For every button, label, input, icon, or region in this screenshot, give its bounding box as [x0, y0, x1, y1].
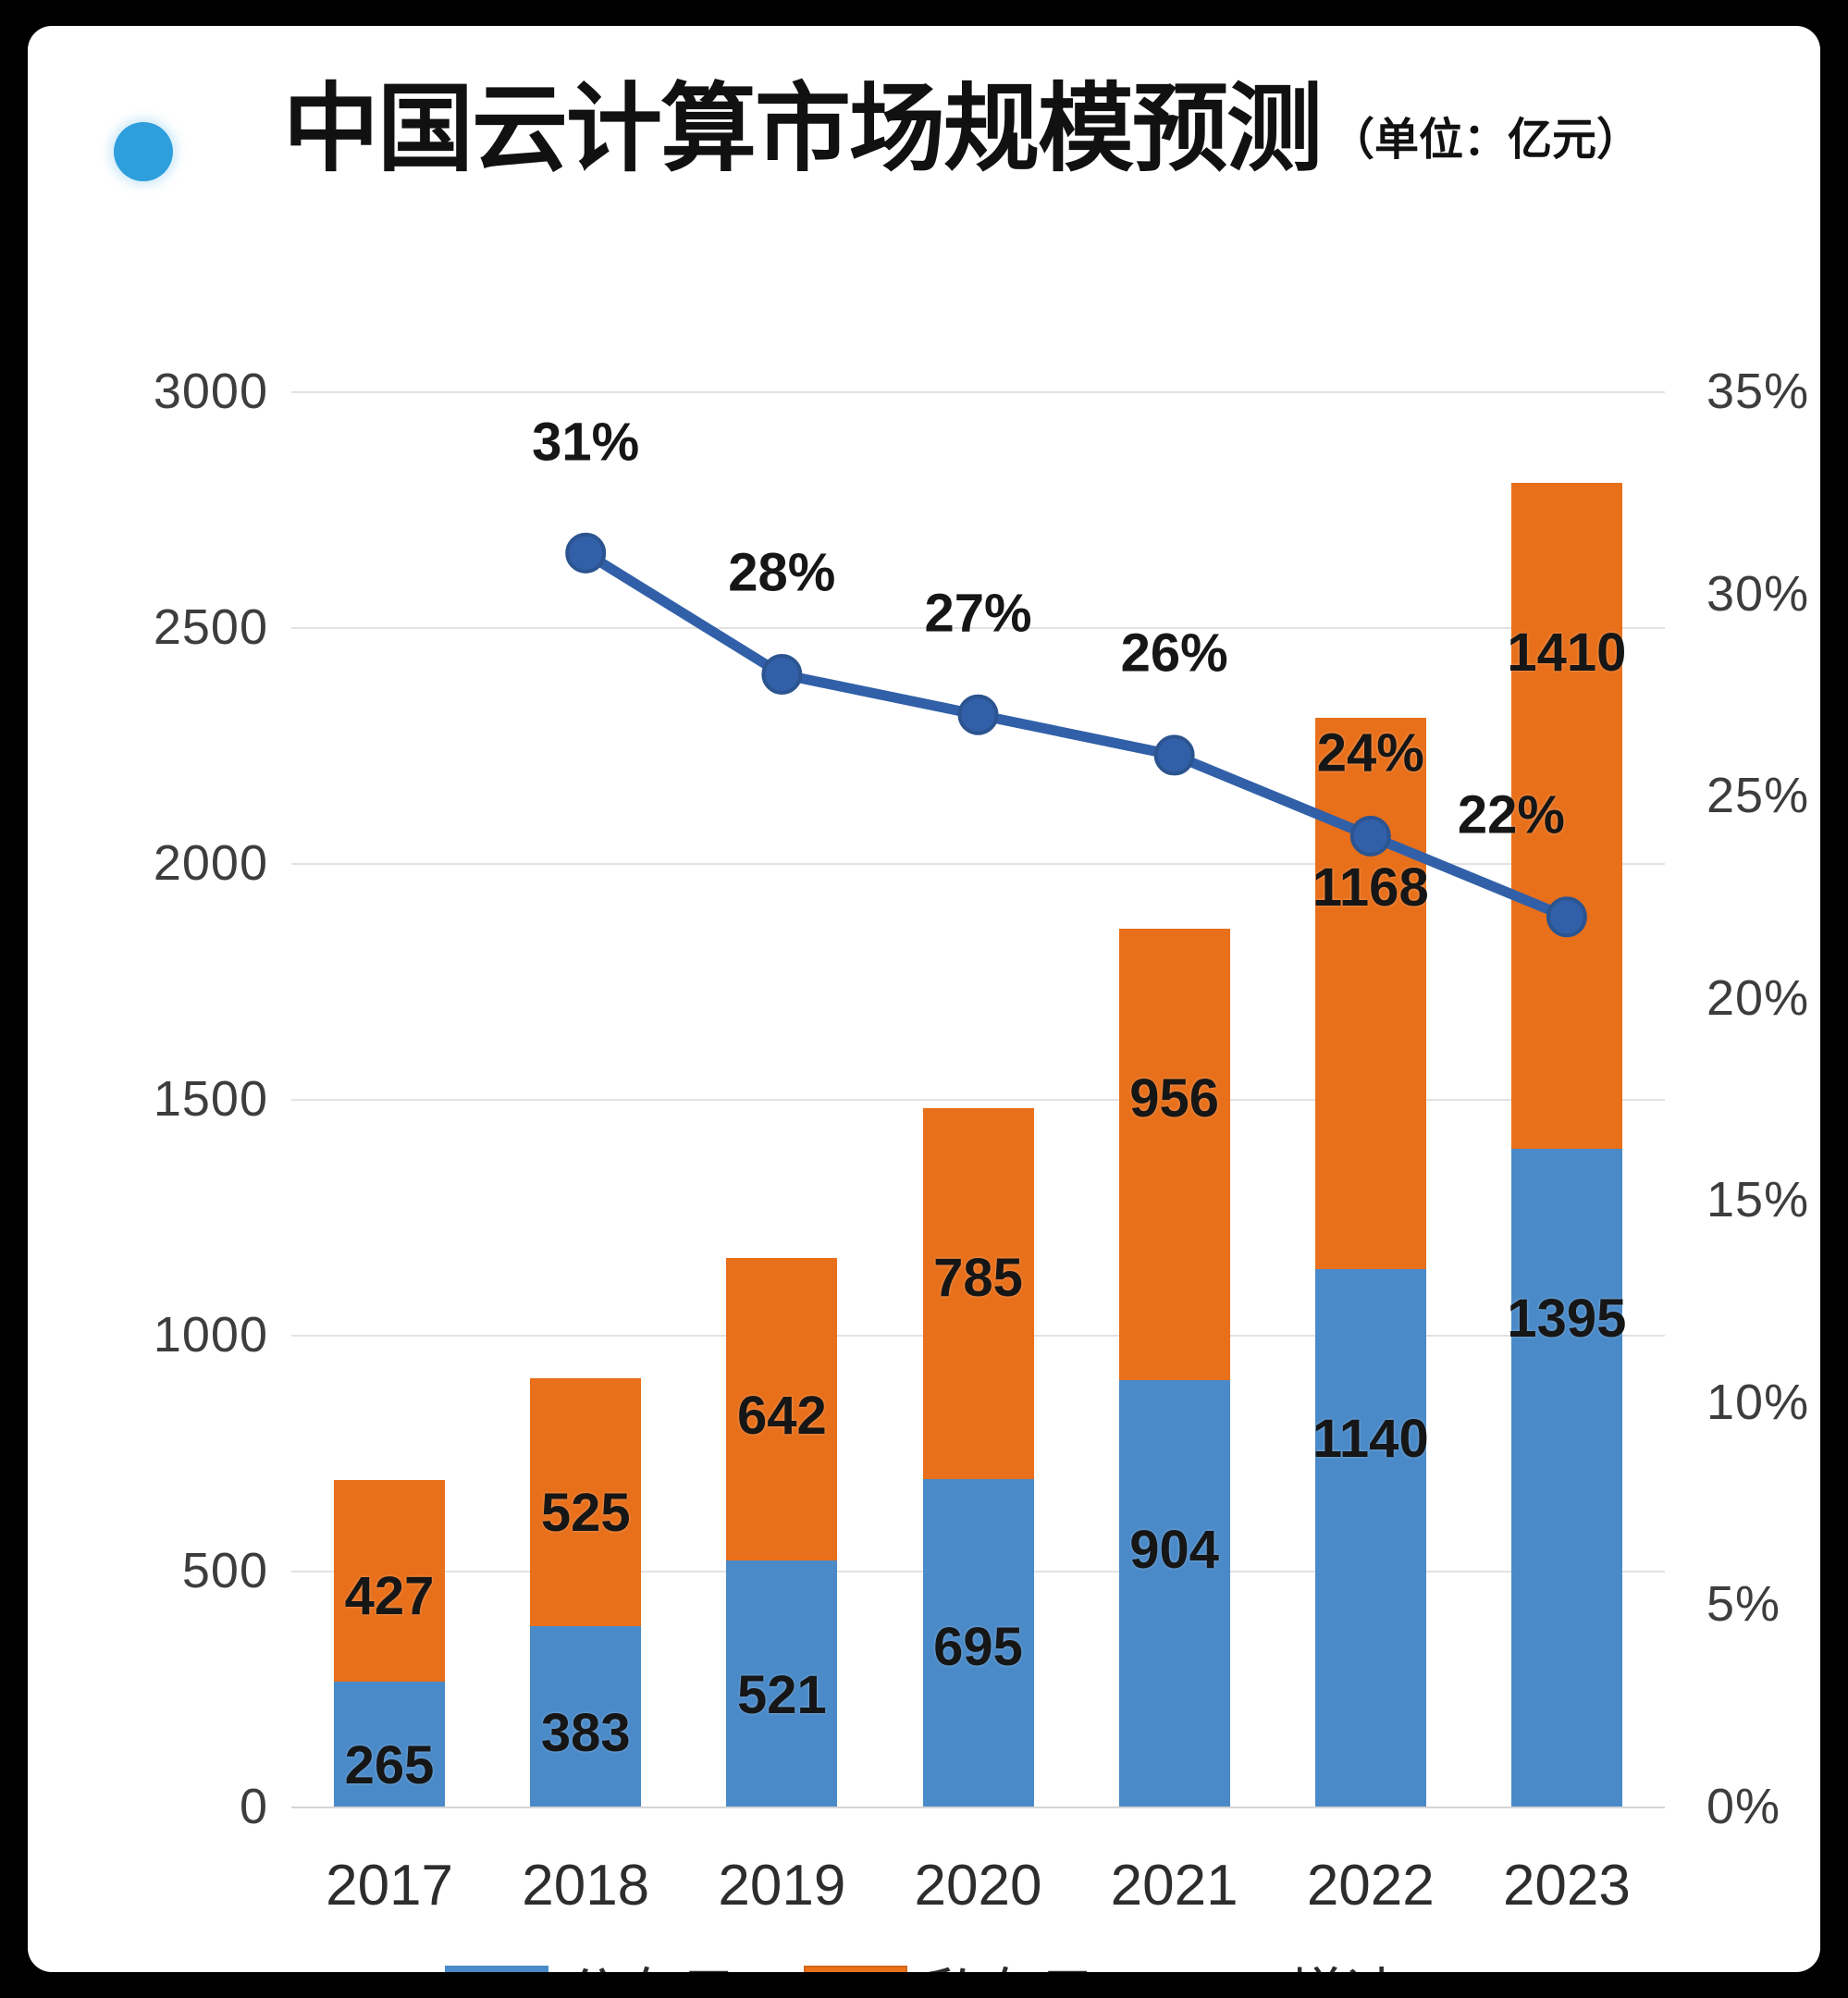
y-axis-left-tick: 1000 — [153, 1307, 268, 1363]
legend-line-swatch — [1163, 1966, 1272, 1973]
y-axis-right-tick: 5% — [1706, 1576, 1781, 1633]
y-axis-right-tick: 30% — [1706, 565, 1810, 622]
growth-line-marker[interactable] — [1153, 734, 1195, 776]
bar-value-label: 521 — [736, 1664, 827, 1725]
growth-line-marker[interactable] — [565, 532, 607, 574]
growth-line-marker[interactable] — [1546, 896, 1587, 938]
gridline — [291, 863, 1665, 865]
growth-line-path — [580, 548, 1572, 922]
legend-color-swatch — [803, 1965, 907, 1972]
y-axis-left-tick: 2500 — [153, 599, 268, 655]
bar-value-label: 956 — [1129, 1068, 1220, 1129]
bar-value-label: 785 — [933, 1248, 1023, 1309]
bar-segment-private[interactable] — [1314, 717, 1426, 1269]
bar-segment-private[interactable] — [922, 1108, 1034, 1479]
bar-segment-public[interactable] — [1118, 1379, 1230, 1807]
bar-column[interactable]: 695 785 — [922, 391, 1034, 1807]
bar-value-label: 1410 — [1507, 623, 1627, 684]
x-axis-tick-2018: 2018 — [522, 1854, 650, 1918]
x-axis-tick-2021: 2021 — [1110, 1854, 1238, 1918]
legend-label: 增速 — [1288, 1948, 1403, 1973]
bar-column[interactable]: 265 427 — [334, 391, 446, 1807]
growth-line-marker[interactable] — [761, 654, 803, 695]
page-title: 中国云计算市场规模预测 — [283, 76, 1323, 183]
chart-legend: 公有云 私有云 增速 — [28, 1941, 1820, 1972]
bar-segment-public[interactable] — [334, 1681, 446, 1807]
gridline — [291, 391, 1665, 393]
growth-line-marker[interactable] — [1349, 815, 1391, 857]
legend-item-公有云[interactable]: 公有云 — [444, 1948, 737, 1973]
bar-value-label: 525 — [540, 1483, 631, 1544]
growth-rate-label: 28% — [728, 542, 836, 603]
x-axis-tick-2023: 2023 — [1502, 1854, 1631, 1918]
x-axis-tick-2020: 2020 — [914, 1854, 1042, 1918]
title-unit-note: （单位：亿元） — [1330, 116, 1642, 165]
x-axis-tick-2017: 2017 — [326, 1854, 454, 1918]
bar-value-label: 1168 — [1312, 857, 1429, 918]
title-block: 中国云计算市场规模预测 （单位：亿元） — [283, 81, 1641, 178]
bar-value-label: 695 — [933, 1617, 1023, 1678]
x-axis-labels: 2017 2018 2019 2020 2021 2022 2023 — [291, 1853, 1665, 1936]
gridline — [291, 1099, 1665, 1101]
bar-value-label: 265 — [344, 1734, 435, 1795]
bar-segment-private[interactable] — [1510, 483, 1622, 1149]
growth-line-series — [565, 532, 1587, 938]
legend-item-增速[interactable]: 增速 — [1163, 1948, 1403, 1973]
bar-segment-private[interactable] — [334, 1480, 446, 1682]
growth-rate-label: 26% — [1120, 623, 1228, 684]
legend-label: 公有云 — [565, 1948, 737, 1973]
y-axis-left-tick: 3000 — [153, 364, 268, 419]
growth-rate-label: 24% — [1316, 722, 1424, 783]
bar-segment-public[interactable] — [922, 1478, 1034, 1807]
bar-value-label: 427 — [344, 1565, 435, 1626]
bar-column[interactable]: 904 956 — [1118, 391, 1230, 1807]
bar-segment-public[interactable] — [1314, 1268, 1426, 1807]
chart-header: 中国云计算市场规模预测 （单位：亿元） — [28, 26, 1820, 225]
legend-color-swatch — [444, 1965, 548, 1972]
bar-column[interactable]: 383 525 — [530, 391, 642, 1807]
bar-segment-private[interactable] — [1118, 929, 1230, 1380]
bullet-dot-icon — [114, 122, 173, 181]
y-axis-right: 0% 5% 10% 15% 20% 25% 30% 35% — [1706, 364, 1820, 1834]
y-axis-left-tick: 1500 — [153, 1071, 268, 1127]
gridline — [291, 1807, 1665, 1808]
y-axis-right-tick: 35% — [1706, 364, 1810, 419]
y-axis-left-tick: 0 — [239, 1779, 268, 1834]
bar-value-label: 904 — [1129, 1519, 1220, 1580]
y-axis-left: 0 500 1000 1500 2000 2500 3000 — [111, 364, 268, 1834]
y-axis-right-tick: 0% — [1706, 1779, 1781, 1834]
y-axis-right-tick: 10% — [1706, 1374, 1810, 1430]
y-axis-left-tick: 500 — [181, 1543, 268, 1598]
y-axis-left-tick: 2000 — [153, 835, 268, 891]
bar-segment-public[interactable] — [530, 1625, 642, 1807]
bar-value-label: 1395 — [1507, 1288, 1627, 1349]
growth-rate-label: 22% — [1457, 784, 1565, 845]
bar-column[interactable]: 521 642 — [726, 391, 838, 1807]
x-axis-tick-2022: 2022 — [1306, 1854, 1435, 1918]
bar-column[interactable]: 1140 1168 — [1312, 391, 1429, 1807]
y-axis-right-tick: 15% — [1706, 1172, 1810, 1228]
chart-card: 中国云计算市场规模预测 （单位：亿元） 0 500 1000 1500 2000 2500… — [28, 26, 1820, 1972]
plot-area: 265 427 383 525 521 642 695 785 904 956 1140 1168 13… — [291, 391, 1665, 1808]
bar-segment-private[interactable] — [530, 1377, 642, 1626]
bar-segment-public[interactable] — [726, 1560, 838, 1807]
growth-line-marker[interactable] — [957, 694, 999, 735]
growth-rate-label: 31% — [532, 412, 640, 473]
bar-segment-public[interactable] — [1510, 1148, 1622, 1807]
bar-value-label: 642 — [736, 1386, 827, 1447]
growth-rate-label: 27% — [924, 583, 1032, 644]
bar-column[interactable]: 1395 1410 — [1507, 391, 1626, 1807]
bar-value-label: 383 — [540, 1702, 631, 1763]
gridline — [291, 627, 1665, 629]
y-axis-right-tick: 25% — [1706, 768, 1810, 824]
legend-label: 私有云 — [924, 1948, 1096, 1973]
y-axis-right-tick: 20% — [1706, 969, 1810, 1026]
legend-item-私有云[interactable]: 私有云 — [803, 1948, 1096, 1973]
bar-segment-private[interactable] — [726, 1257, 838, 1561]
x-axis-tick-2019: 2019 — [718, 1854, 846, 1918]
bar-value-label: 1140 — [1312, 1408, 1429, 1469]
chart-plot: 0 500 1000 1500 2000 2500 3000 0% 5% 10% 15% 20% 25… — [28, 225, 1820, 1972]
